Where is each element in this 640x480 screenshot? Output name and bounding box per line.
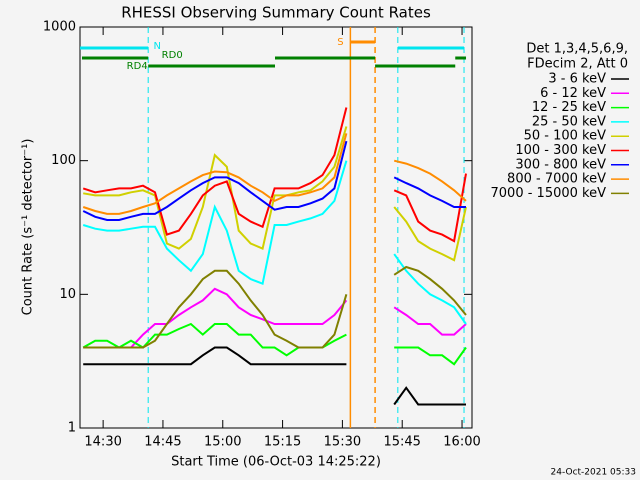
x-tick-label: 15:45	[383, 435, 420, 450]
flag-label: RD0	[162, 50, 183, 61]
legend-label: 100 - 300 keV	[515, 143, 606, 158]
legend-label: 800 - 7000 keV	[507, 172, 606, 187]
plot-frame	[79, 26, 473, 429]
legend-label: 300 - 800 keV	[515, 157, 606, 172]
x-tick-label: 15:00	[204, 435, 241, 450]
legend-label: 50 - 100 keV	[524, 129, 607, 144]
legend-header: Det 1,3,4,5,6,9,	[526, 42, 628, 57]
legend-label: 25 - 50 keV	[532, 114, 606, 129]
series-line	[83, 126, 467, 262]
x-tick-label: 15:30	[324, 435, 361, 450]
legend-header: FDecim 2, Att 0	[527, 57, 628, 72]
x-tick-label: 14:30	[84, 435, 121, 450]
legend-label: 7000 - 15000 keV	[491, 186, 607, 201]
x-tick-label: 15:15	[264, 435, 301, 450]
series-line	[82, 107, 467, 243]
chart-title: RHESSI Observing Summary Count Rates	[121, 4, 431, 22]
legend-label: 3 - 6 keV	[548, 72, 606, 87]
series-line	[82, 140, 466, 221]
flag-label: S	[337, 37, 343, 48]
series-line	[83, 346, 466, 406]
series-line	[83, 265, 467, 349]
series-line	[82, 160, 467, 325]
flag-label: N	[153, 41, 160, 52]
y-tick-label: 1	[68, 421, 76, 436]
x-tick-label: 14:45	[144, 435, 181, 450]
y-tick-label: 100	[51, 153, 76, 168]
y-tick-label: 1000	[43, 20, 76, 35]
x-axis-label: Start Time (06-Oct-03 14:25:22)	[171, 455, 381, 470]
series-line	[82, 133, 467, 215]
y-tick-label: 10	[59, 287, 76, 302]
legend-label: 12 - 25 keV	[532, 100, 606, 115]
x-tick-label: 16:00	[443, 435, 480, 450]
y-axis-label: Count Rate (s⁻¹ detector⁻¹)	[21, 139, 36, 316]
legend-label: 6 - 12 keV	[540, 86, 606, 101]
flag-label: RD4	[127, 61, 148, 72]
timestamp: 24-Oct-2021 05:33	[551, 468, 636, 478]
